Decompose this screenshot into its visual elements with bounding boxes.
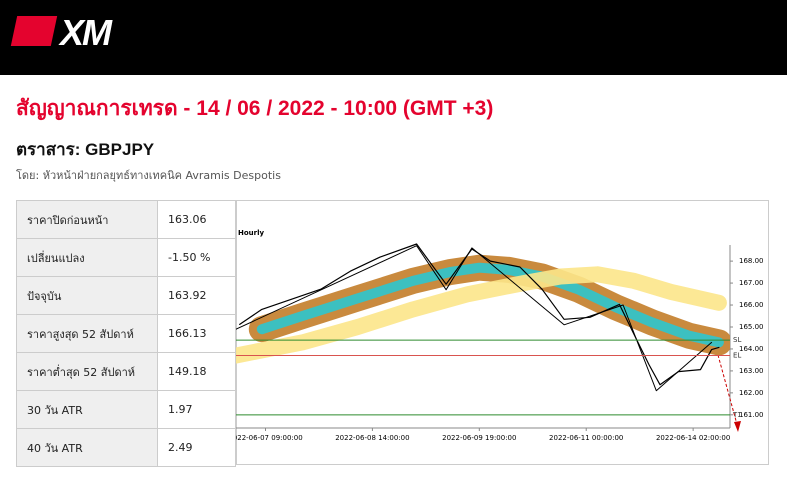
x-tick-label: 2022-06-07 09:00:00 — [236, 434, 303, 442]
y-tick-label: 164.00 — [739, 345, 764, 353]
x-tick-label: 2022-06-14 02:00:00 — [656, 434, 730, 442]
table-row: เปลี่ยนแปลง -1.50 % — [16, 238, 236, 277]
table-row: ราคาต่ำสุด 52 สัปดาห์ 149.18 — [16, 352, 236, 391]
chart-subtitle: Hourly — [238, 229, 265, 237]
row-value: 149.18 — [157, 352, 236, 391]
row-value: 166.13 — [157, 314, 236, 353]
row-label: ราคาปิดก่อนหน้า — [16, 200, 158, 239]
y-tick-label: 166.00 — [739, 301, 764, 309]
arrow-head — [734, 421, 741, 432]
info-table: ราคาปิดก่อนหน้า 163.06 เปลี่ยนแปลง -1.50 % ป… — [16, 200, 236, 467]
y-tick-label: 163.00 — [739, 367, 764, 375]
instrument: ตราสาร: GBPJPY — [16, 140, 155, 159]
series-line — [236, 245, 713, 392]
logo[interactable]: XM — [60, 12, 112, 53]
series-line — [256, 262, 724, 348]
title: สัญญาณการเทรด - 14 / 06 / 2022 - 10:00 (… — [16, 97, 494, 120]
table-row: 30 วัน ATR 1.97 — [16, 390, 236, 429]
row-value: 163.06 — [157, 200, 236, 239]
y-tick-label: 165.00 — [739, 323, 764, 331]
x-tick-label: 2022-06-08 14:00:00 — [335, 434, 409, 442]
row-label: 40 วัน ATR — [16, 428, 158, 467]
y-tick-label: 161.00 — [739, 411, 764, 419]
level-label: T1 — [732, 411, 742, 419]
row-value: 163.92 — [157, 276, 236, 315]
series-line — [239, 243, 720, 386]
row-label: ปัจจุบัน — [16, 276, 158, 315]
row-label: เปลี่ยนแปลง — [16, 238, 158, 277]
level-label: EL — [733, 352, 741, 360]
series-line — [236, 266, 727, 364]
x-tick-label: 2022-06-11 00:00:00 — [549, 434, 623, 442]
y-tick-label: 167.00 — [739, 279, 764, 287]
row-value: 2.49 — [157, 428, 236, 467]
table-row: ราคาสูงสุด 52 สัปดาห์ 166.13 — [16, 314, 236, 353]
y-tick-label: 168.00 — [739, 257, 764, 265]
forecast-arrow — [717, 354, 739, 429]
table-row: ราคาปิดก่อนหน้า 163.06 — [16, 200, 236, 239]
y-tick-label: 162.00 — [739, 389, 764, 397]
table-row: 40 วัน ATR 2.49 — [16, 428, 236, 467]
byline: โดย: หัวหน้าฝ่ายกลยุทธ์ทางเทคนิค Avramis… — [16, 169, 281, 182]
row-label: ราคาสูงสุด 52 สัปดาห์ — [16, 314, 158, 353]
x-tick-label: 2022-06-09 19:00:00 — [442, 434, 516, 442]
row-label: ราคาต่ำสุด 52 สัปดาห์ — [16, 352, 158, 391]
row-label: 30 วัน ATR — [16, 390, 158, 429]
logo-mark — [10, 16, 58, 46]
header: XM — [0, 0, 787, 75]
level-label: SL — [733, 336, 741, 344]
chart: Hourly 161.00 162.00 163.00 164.00 165.00 166… — [236, 200, 769, 465]
row-value: 1.97 — [157, 390, 236, 429]
row-value: -1.50 % — [157, 238, 236, 277]
table-row: ปัจจุบัน 163.92 — [16, 276, 236, 315]
